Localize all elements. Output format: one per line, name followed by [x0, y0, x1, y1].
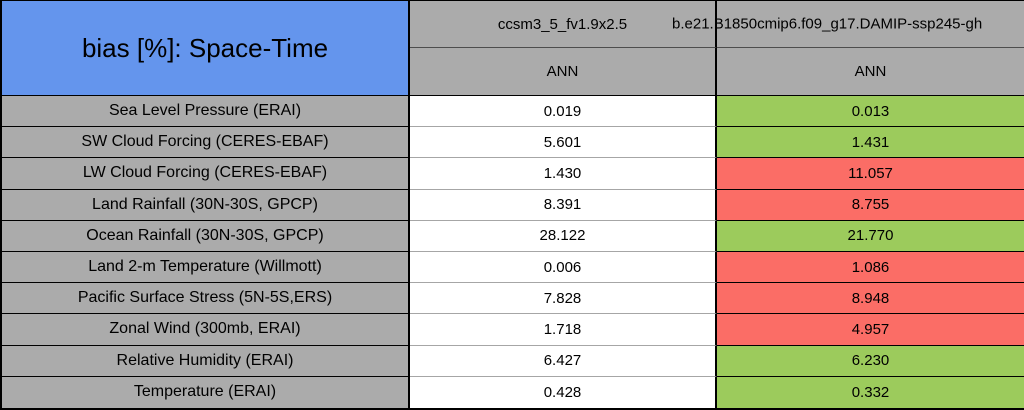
- bias-value: 6.230: [717, 345, 1024, 377]
- bias-value: 7.828: [410, 283, 717, 315]
- metric-label: Zonal Wind (300mb, ERAI): [2, 314, 410, 346]
- season-header-2: ANN: [717, 48, 1024, 96]
- model-header-2-label: b.e21.B1850cmip6.f09_g17.DAMIP-ssp245-gh: [672, 15, 983, 33]
- season-header-2-label: ANN: [854, 63, 887, 80]
- season-header-1: ANN: [410, 48, 717, 96]
- metric-label: LW Cloud Forcing (CERES-EBAF): [2, 158, 410, 190]
- metric-label: Sea Level Pressure (ERAI): [2, 96, 410, 128]
- bias-value: 6.427: [410, 345, 717, 377]
- bias-value: 1.086: [717, 251, 1024, 284]
- bias-value: 5.601: [410, 127, 717, 159]
- metric-label: Land 2-m Temperature (Willmott): [2, 251, 410, 284]
- bias-value: 0.019: [410, 96, 717, 128]
- bias-value: 4.957: [717, 314, 1024, 346]
- metric-label: Temperature (ERAI): [2, 376, 410, 408]
- metric-label: SW Cloud Forcing (CERES-EBAF): [2, 127, 410, 159]
- bias-value: 0.013: [717, 96, 1024, 128]
- metric-label: Pacific Surface Stress (5N-5S,ERS): [2, 283, 410, 315]
- model-header-1-label: ccsm3_5_fv1.9x2.5: [497, 15, 628, 33]
- bias-value: 8.391: [410, 189, 717, 221]
- metric-label: Land Rainfall (30N-30S, GPCP): [2, 189, 410, 221]
- model-header-2: b.e21.B1850cmip6.f09_g17.DAMIP-ssp245-gh: [672, 1, 1024, 48]
- model-header-1: ccsm3_5_fv1.9x2.5: [410, 1, 717, 48]
- bias-value: 8.755: [717, 189, 1024, 221]
- bias-value: 28.122: [410, 220, 717, 252]
- bias-value: 11.057: [717, 158, 1024, 190]
- bias-value: 0.428: [410, 376, 717, 408]
- metric-label: Relative Humidity (ERAI): [2, 345, 410, 377]
- bias-value: 1.718: [410, 314, 717, 346]
- bias-value: 0.006: [410, 251, 717, 284]
- metric-label: Ocean Rainfall (30N-30S, GPCP): [2, 220, 410, 252]
- table-title: bias [%]: Space-Time: [81, 32, 329, 63]
- table-title-cell: bias [%]: Space-Time: [2, 1, 410, 96]
- bias-value: 1.430: [410, 158, 717, 190]
- bias-value: 1.431: [717, 127, 1024, 159]
- season-header-1-label: ANN: [546, 63, 579, 80]
- bias-value: 8.948: [717, 283, 1024, 315]
- bias-value: 21.770: [717, 220, 1024, 252]
- bias-value: 0.332: [717, 376, 1024, 408]
